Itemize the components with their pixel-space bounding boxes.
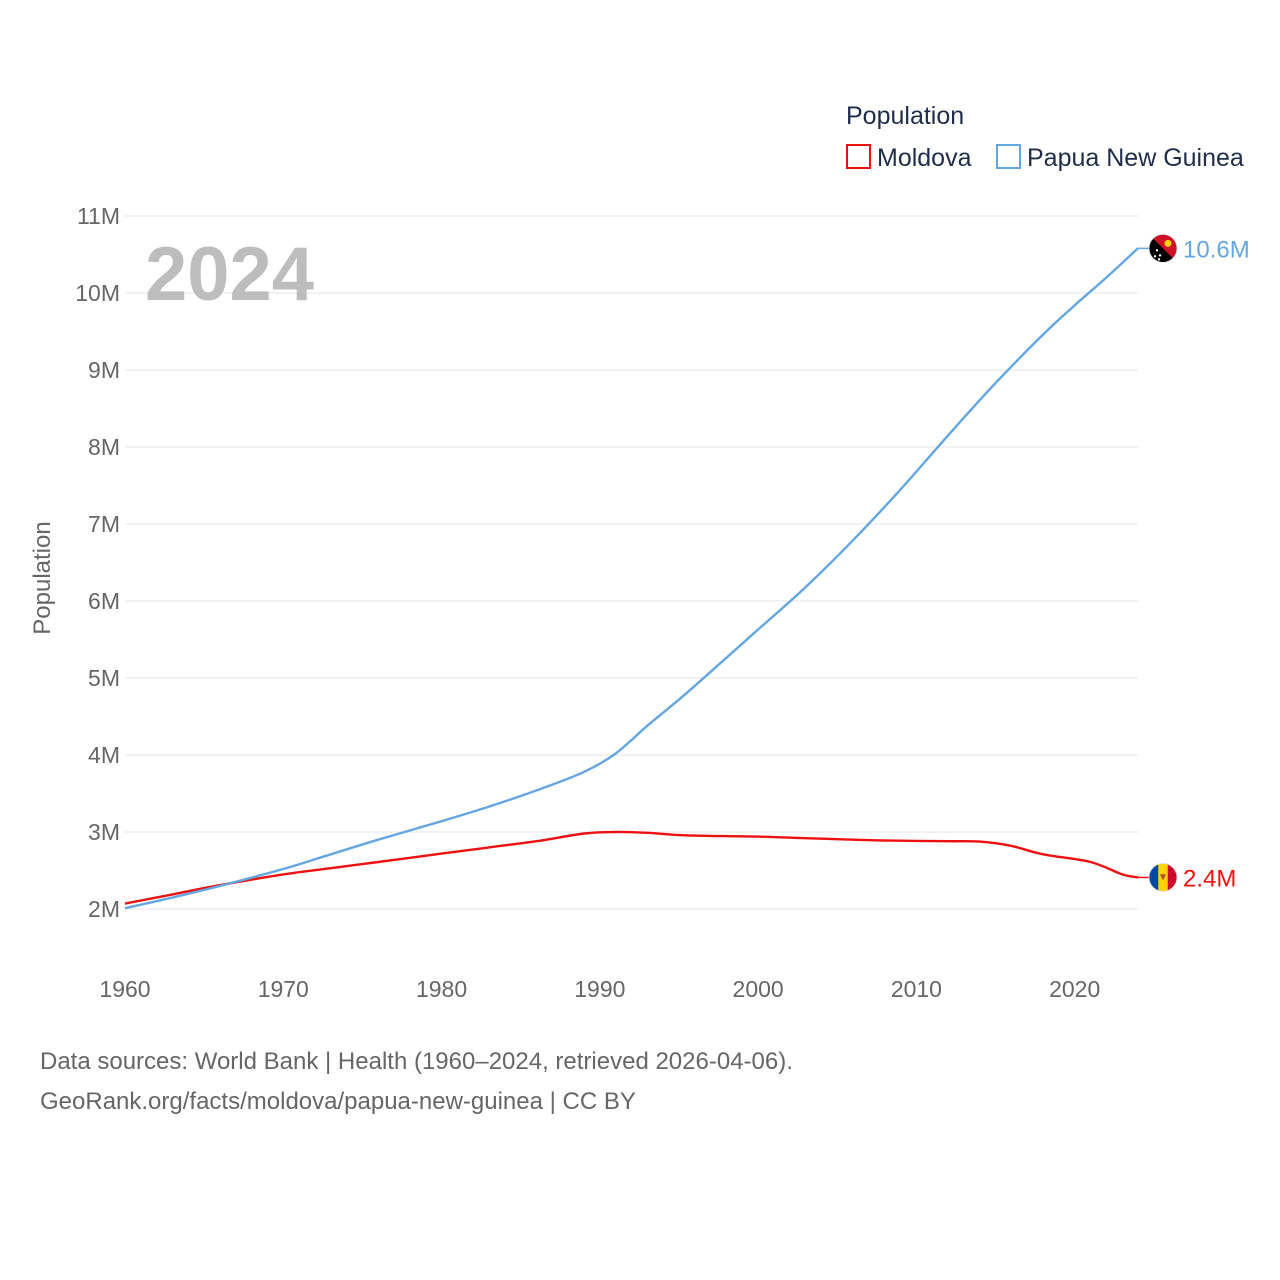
- papua-new-guinea-flag-icon: [1148, 233, 1178, 263]
- x-tick-label: 1960: [99, 976, 150, 1002]
- y-tick-label: 6M: [88, 588, 120, 614]
- end-label-papua-new-guinea: 10.6M: [1183, 236, 1250, 263]
- population-line-chart: 2M 3M 4M 5M 6M 7M 8M 9M 10M 11M 1960 1970 1980 1990 2…: [29, 102, 1250, 1002]
- legend-label-papua-new-guinea: Papua New Guinea: [1027, 144, 1244, 172]
- legend-item-papua-new-guinea[interactable]: Papua New Guinea: [996, 144, 1244, 172]
- end-label-moldova: 2.4M: [1183, 865, 1236, 892]
- year-watermark: 2024: [145, 232, 314, 317]
- series-line-moldova[interactable]: [124, 830, 1139, 905]
- x-tick-label: 2020: [1049, 976, 1100, 1002]
- x-tick-label: 2010: [891, 976, 942, 1002]
- series-lines: [124, 247, 1139, 910]
- footer: Data sources: World Bank | Health (1960–…: [40, 1042, 793, 1122]
- y-tick-label: 3M: [88, 819, 120, 845]
- legend-swatch-papua-new-guinea: [996, 144, 1021, 169]
- data-source-note: Data sources: World Bank | Health (1960–…: [40, 1048, 793, 1075]
- y-tick-label: 5M: [88, 665, 120, 691]
- y-tick-label: 11M: [77, 203, 120, 229]
- y-tick-label: 8M: [88, 434, 120, 460]
- y-tick-label: 2M: [88, 896, 120, 922]
- legend-item-moldova[interactable]: Moldova: [846, 144, 972, 172]
- legend-title: Population: [846, 102, 964, 130]
- y-tick-label: 4M: [88, 742, 120, 768]
- series-line-papua-new-guinea[interactable]: [124, 247, 1139, 910]
- x-tick-label: 1990: [574, 976, 625, 1002]
- y-tick-label: 9M: [88, 357, 120, 383]
- gridlines: [125, 215, 1138, 910]
- y-tick-label: 10M: [75, 280, 120, 306]
- x-tick-label: 2000: [733, 976, 784, 1002]
- source-url[interactable]: GeoRank.org/facts/moldova/papua-new-guin…: [40, 1088, 636, 1115]
- moldova-flag-icon: [1148, 863, 1178, 892]
- series-end-markers: 2.4M 10.6M: [1138, 233, 1250, 892]
- x-tick-label: 1980: [416, 976, 467, 1002]
- y-axis-title: Population: [29, 521, 56, 634]
- y-axis-ticks: 2M 3M 4M 5M 6M 7M 8M 9M 10M 11M: [75, 203, 120, 922]
- y-tick-label: 7M: [88, 511, 120, 537]
- legend: Population Moldova Papua New Guinea: [846, 102, 1244, 172]
- legend-label-moldova: Moldova: [877, 144, 972, 172]
- legend-swatch-moldova: [846, 144, 871, 169]
- x-tick-label: 1970: [258, 976, 309, 1002]
- x-axis-ticks: 1960 1970 1980 1990 2000 2010 2020: [99, 976, 1100, 1002]
